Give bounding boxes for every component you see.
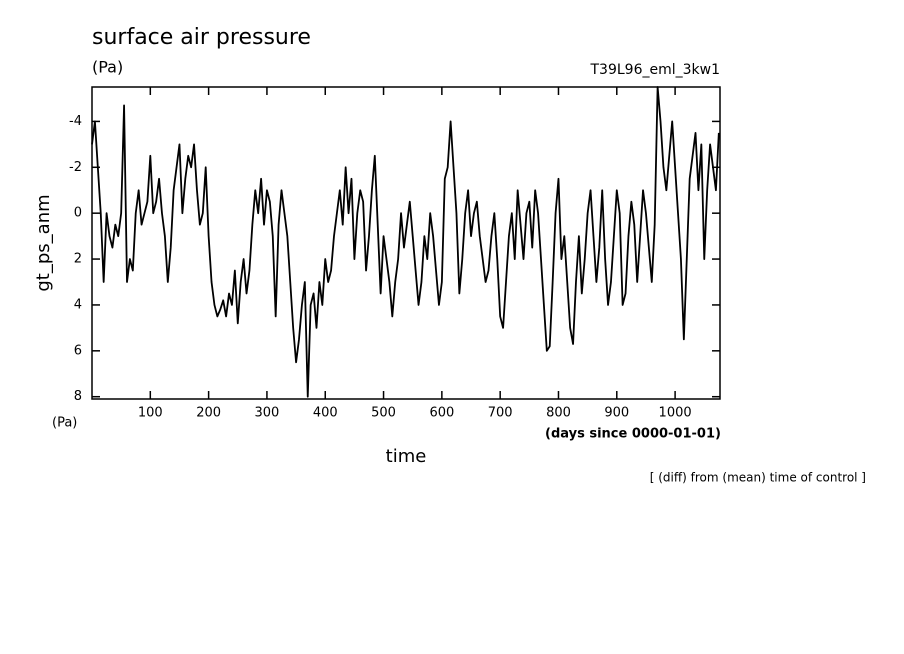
data-line (91, 86, 720, 398)
x-tick-label: 400 (313, 406, 338, 421)
x-unit: (days since 0000-01-01) (545, 427, 721, 442)
y-axis-label: gt_ps_anm (33, 194, 54, 291)
x-tick-label: 700 (488, 406, 513, 421)
y-tick-label: 4 (74, 297, 82, 312)
y-tick-label: 0 (74, 206, 82, 221)
plot-frame (91, 86, 721, 400)
x-tick-label: 500 (371, 406, 396, 421)
x-tick-label: 800 (546, 406, 571, 421)
run-label: T39L96_eml_3kw1 (590, 62, 721, 78)
x-tick-label: 200 (196, 406, 221, 421)
y-tick-label: 2 (74, 252, 82, 267)
y-tick-label: -4 (69, 114, 82, 129)
note: [ (diff) from (mean) time of control ] (650, 471, 866, 485)
x-tick-label: 600 (429, 406, 454, 421)
y-unit: (Pa) (52, 416, 77, 431)
chart-title: surface air pressure (92, 25, 311, 50)
x-axis-label: time (386, 446, 427, 467)
y-tick-label: 8 (74, 389, 82, 404)
y-tick-label: -2 (69, 160, 82, 175)
x-tick-label: 300 (255, 406, 280, 421)
y-tick-label: 6 (74, 343, 82, 358)
x-tick-label: 100 (138, 406, 163, 421)
x-tick-label: 1000 (659, 406, 692, 421)
x-tick-label: 900 (604, 406, 629, 421)
subtitle: (Pa) (92, 58, 123, 77)
